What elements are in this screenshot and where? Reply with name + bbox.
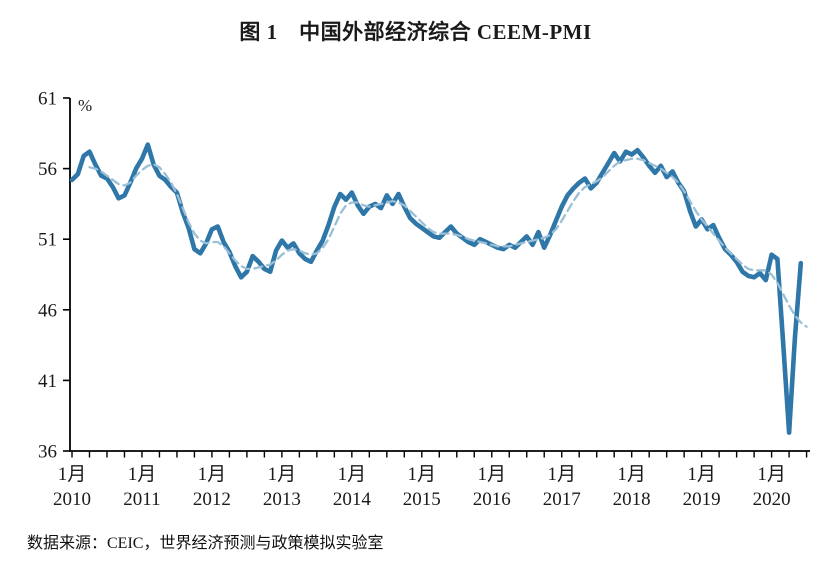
x-tick-year-label: 2014: [333, 489, 372, 510]
x-tick-month-label: 1月: [757, 464, 786, 485]
y-tick-label: 36: [38, 442, 57, 463]
x-tick-month-label: 1月: [617, 464, 646, 485]
x-tick-year-label: 2010: [53, 489, 91, 510]
x-tick-year-label: 2020: [753, 489, 791, 510]
x-axis-ticks: [71, 451, 808, 458]
chart-title: 图 1 中国外部经济综合 CEEM-PMI: [239, 20, 592, 44]
series-ceem-pmi-smoothed-dashed-line: [88, 157, 808, 328]
y-tick-label: 61: [38, 89, 57, 110]
axis-lines: [69, 98, 810, 452]
x-tick-year-label: 2016: [473, 489, 511, 510]
x-tick-month-label: 1月: [268, 464, 297, 485]
x-tick-year-label: 2011: [123, 489, 160, 510]
x-tick-year-label: 2018: [613, 489, 651, 510]
x-tick-month-label: 1月: [478, 464, 507, 485]
x-tick-year-label: 2015: [403, 489, 441, 510]
x-axis-labels: 1月 2010 1月 2011 1月 2012 1月 2013 1月 2014 1月 2015 1月 20…: [53, 464, 791, 510]
x-tick-month-label: 1月: [687, 464, 716, 485]
x-tick-year-label: 2019: [683, 489, 721, 510]
x-tick-month-label: 1月: [338, 464, 367, 485]
x-tick-month-label: 1月: [408, 464, 437, 485]
x-tick-year-label: 2012: [193, 489, 231, 510]
y-tick-label: 41: [38, 371, 57, 392]
x-tick-month-label: 1月: [128, 464, 157, 485]
axes: [69, 98, 810, 452]
y-tick-label: 46: [38, 300, 57, 321]
y-tick-label: 51: [38, 230, 57, 251]
y-axis-ticks: 61 56 51 46 41 36: [38, 89, 70, 463]
y-axis-unit-label: %: [78, 96, 92, 115]
y-tick-label: 56: [38, 159, 57, 180]
x-tick-month-label: 1月: [547, 464, 576, 485]
x-tick-month-label: 1月: [198, 464, 227, 485]
series-ceem-pmi-monthly-solid-line: [69, 142, 804, 435]
data-source-note: 数据来源：CEIC，世界经济预测与政策模拟实验室: [27, 535, 384, 552]
x-tick-year-label: 2017: [543, 489, 581, 510]
x-tick-year-label: 2013: [263, 489, 301, 510]
x-tick-month-label: 1月: [58, 464, 87, 485]
